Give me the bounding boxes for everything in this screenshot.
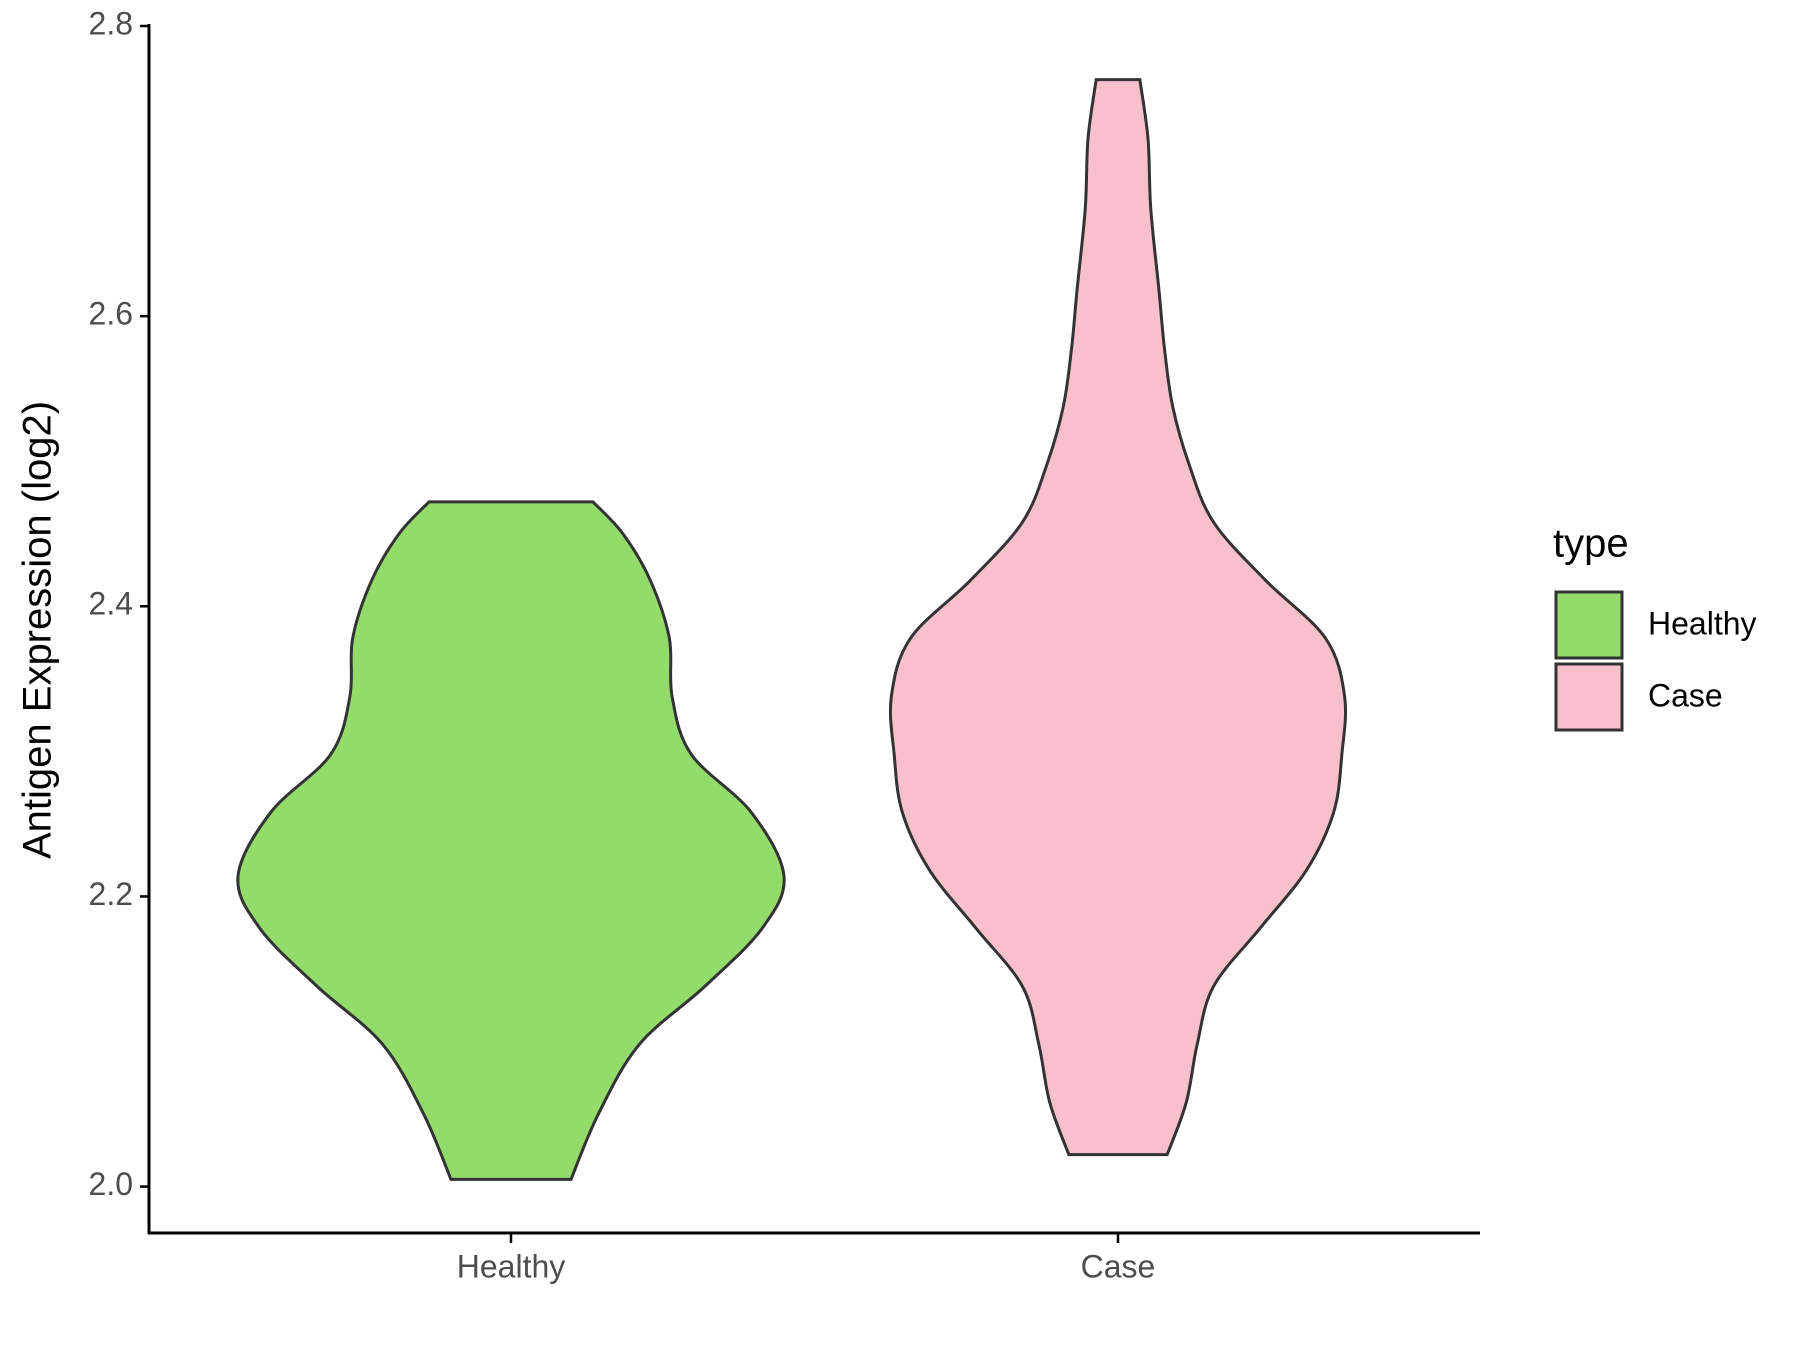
- legend-key: [1554, 662, 1624, 732]
- y-tick-label: 2.2: [89, 876, 133, 912]
- violin: [236, 500, 786, 1181]
- legend-label: Healthy: [1648, 605, 1757, 641]
- violin: [888, 78, 1348, 1157]
- x-tick-label: Case: [1081, 1248, 1156, 1284]
- y-tick-label: 2.6: [89, 296, 133, 332]
- x-tick-label: Healthy: [457, 1248, 566, 1284]
- y-tick-label: 2.4: [89, 586, 133, 622]
- y-tick-label: 2.8: [89, 5, 133, 41]
- legend-key: [1554, 590, 1624, 660]
- y-tick-label: 2.0: [89, 1166, 133, 1202]
- y-axis-title: Antigen Expression (log2): [16, 401, 60, 859]
- legend-title: type: [1553, 522, 1629, 566]
- legend-label: Case: [1648, 677, 1723, 713]
